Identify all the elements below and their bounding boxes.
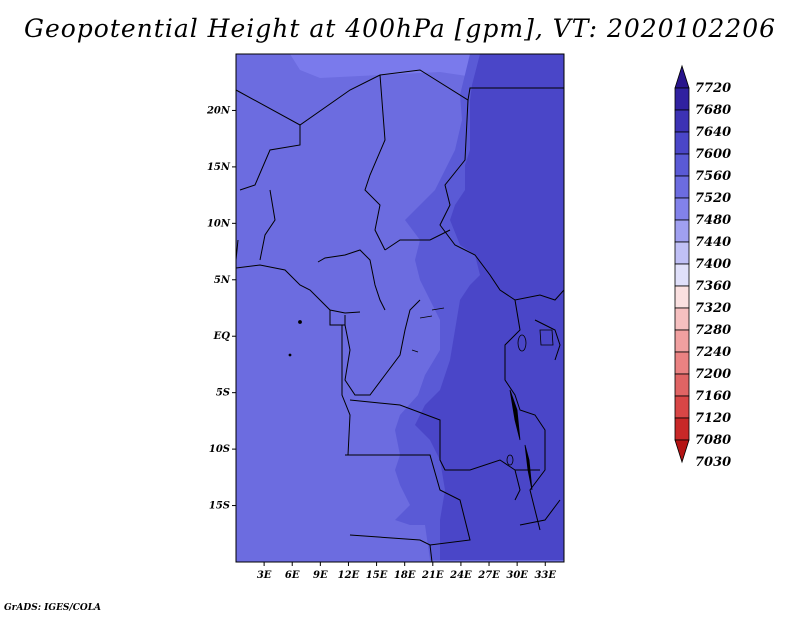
colorbar-label: 7120 <box>695 411 731 426</box>
colorbar-label: 7560 <box>695 169 731 184</box>
lon-tick-label: 21E <box>421 570 444 581</box>
colorbar-label: 7320 <box>695 301 731 316</box>
lat-tick-label: 5S <box>216 388 230 399</box>
colorbar-label: 7030 <box>695 455 731 470</box>
lon-tick-label: 27E <box>477 570 500 581</box>
colorbar-label: 7200 <box>695 367 731 382</box>
lon-tick-label: 9E <box>313 570 328 581</box>
colorbar-swatch <box>674 285 690 309</box>
colorbar-label: 7600 <box>695 147 731 162</box>
colorbar-label: 7520 <box>695 191 731 206</box>
colorbar-label: 7640 <box>695 125 731 140</box>
lat-tick-label: 15S <box>209 501 230 512</box>
colorbar-label: 7400 <box>695 257 731 272</box>
colorbar-top-arrow <box>674 64 690 89</box>
colorbar-swatch <box>674 131 690 155</box>
lon-tick-label: 15E <box>366 570 388 581</box>
colorbar-label: 7240 <box>695 345 731 360</box>
colorbar-label: 7280 <box>695 323 731 338</box>
lat-tick-label: 10S <box>209 444 230 455</box>
longitude-axis: 3E 6E 9E 12E 15E 18E 21E 24E 27E 30E 33E <box>257 562 556 581</box>
map-frame <box>235 53 565 563</box>
lon-tick-label: 30E <box>506 570 528 581</box>
lat-tick-label: 20N <box>206 105 231 116</box>
lon-tick-label: 3E <box>257 570 272 581</box>
lat-tick-label: EQ <box>213 331 231 342</box>
political-boundaries <box>236 69 564 562</box>
lon-tick-label: 6E <box>285 570 300 581</box>
colorbar-swatch <box>674 373 690 397</box>
lat-tick-label: 5N <box>214 275 231 286</box>
lon-tick-label: 24E <box>449 570 472 581</box>
colorbar-swatch <box>674 329 690 353</box>
height-field-7640 <box>415 54 564 560</box>
colorbar-swatch <box>674 307 690 331</box>
colorbar-bottom-arrow <box>674 439 690 464</box>
lon-tick-label: 33E <box>534 570 556 581</box>
colorbar-label: 7720 <box>695 81 731 96</box>
lat-tick-label: 10N <box>207 218 231 229</box>
colorbar-swatch <box>674 87 690 111</box>
colorbar-label: 7440 <box>695 235 731 250</box>
colorbar-swatch <box>674 241 690 265</box>
lon-tick-label: 18E <box>394 570 416 581</box>
map-title: Geopotential Height at 400hPa [gpm], VT:… <box>23 14 777 43</box>
colorbar-label: 7080 <box>695 433 731 448</box>
latitude-axis: 20N 15N 10N 5N EQ 5S 10S 15S <box>206 105 236 512</box>
colorbar-swatch <box>674 219 690 243</box>
colorbar-label: 7680 <box>695 103 731 118</box>
colorbar-swatch <box>674 417 690 441</box>
colorbar-swatch <box>674 197 690 221</box>
lon-tick-label: 12E <box>338 570 360 581</box>
software-credit: GrADS: IGES/COLA <box>4 603 102 613</box>
colorbar: 7720 7680 7640 7600 7560 7520 7480 7440 7400 7360… <box>674 64 731 470</box>
colorbar-swatch <box>674 175 690 199</box>
colorbar-swatch <box>674 351 690 375</box>
colorbar-swatch <box>674 263 690 287</box>
lat-tick-label: 15N <box>207 162 231 173</box>
colorbar-label: 7480 <box>695 213 731 228</box>
colorbar-label: 7360 <box>695 279 731 294</box>
colorbar-swatch <box>674 153 690 177</box>
colorbar-swatch <box>674 395 690 419</box>
map-panel <box>236 54 564 562</box>
lakes <box>288 307 554 491</box>
colorbar-swatch <box>674 109 690 133</box>
colorbar-label: 7160 <box>695 389 731 404</box>
